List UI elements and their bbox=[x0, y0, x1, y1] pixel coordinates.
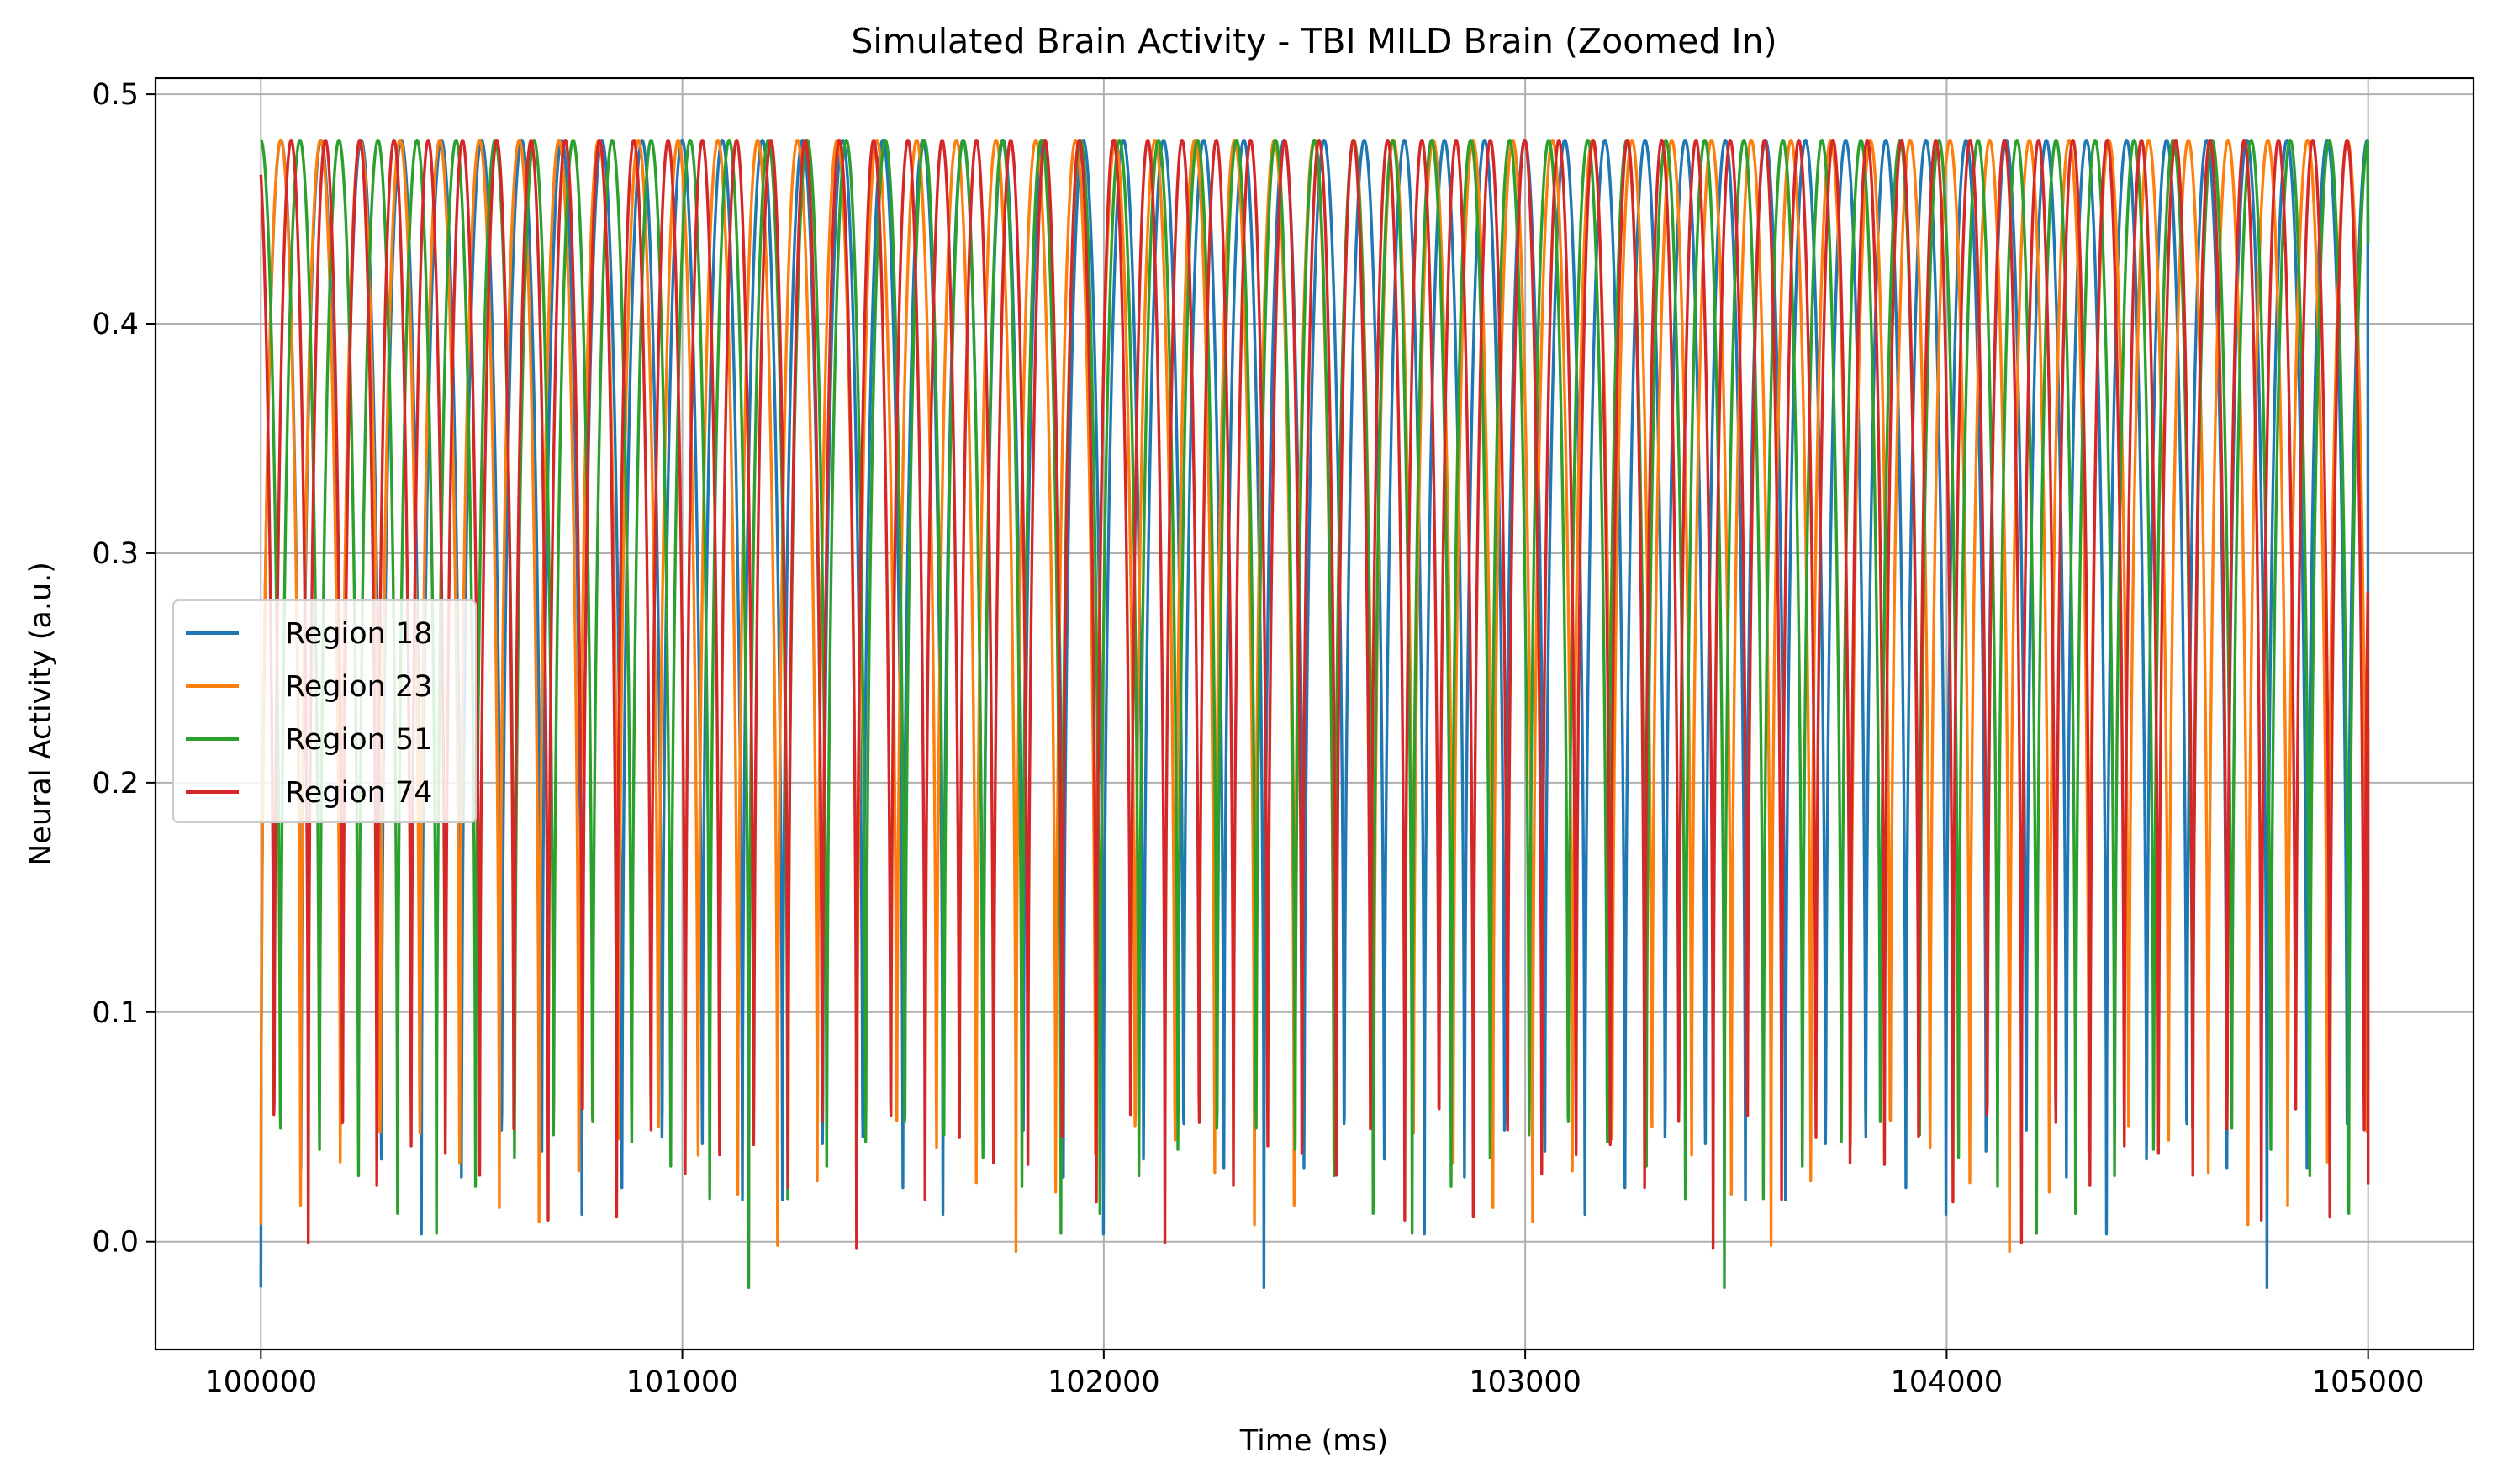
series-line-3 bbox=[259, 138, 2370, 1250]
legend-label: Region 18 bbox=[285, 617, 432, 651]
x-tick-label: 103000 bbox=[1469, 1365, 1581, 1399]
x-tick-label: 102000 bbox=[1048, 1365, 1160, 1399]
legend: Region 18 Region 23 Region 51 Region 74 bbox=[172, 599, 477, 823]
y-axis-label: Neural Activity (a.u.) bbox=[24, 562, 58, 866]
x-axis: 100000 101000 102000 103000 104000 105000 bbox=[205, 1349, 2425, 1399]
y-tick-label: 0.2 bbox=[92, 767, 139, 800]
y-tick-label: 0.4 bbox=[92, 308, 139, 341]
plot-area-frame bbox=[154, 77, 2475, 1351]
y-axis: 0.0 0.1 0.2 0.3 0.4 0.5 bbox=[92, 78, 156, 1260]
y-tick-label: 0.5 bbox=[92, 78, 139, 112]
y-tick-label: 0.3 bbox=[92, 537, 139, 571]
legend-box bbox=[172, 599, 477, 823]
x-axis-label: Time (ms) bbox=[1239, 1424, 1388, 1458]
x-tick-label: 104000 bbox=[1891, 1365, 2003, 1399]
legend-label: Region 51 bbox=[285, 723, 432, 757]
x-tick-label: 100000 bbox=[205, 1365, 318, 1399]
y-tick-label: 0.0 bbox=[92, 1226, 139, 1260]
legend-label: Region 23 bbox=[285, 670, 432, 704]
x-tick-label: 105000 bbox=[2312, 1365, 2425, 1399]
x-tick-label: 101000 bbox=[626, 1365, 739, 1399]
series-line-0 bbox=[259, 138, 2370, 1290]
series-line-2 bbox=[260, 138, 2370, 1290]
series-layer bbox=[259, 138, 2370, 1290]
legend-label: Region 74 bbox=[285, 776, 432, 810]
chart-title: Simulated Brain Activity - TBI MILD Brai… bbox=[851, 21, 1776, 61]
y-tick-label: 0.1 bbox=[92, 996, 139, 1030]
